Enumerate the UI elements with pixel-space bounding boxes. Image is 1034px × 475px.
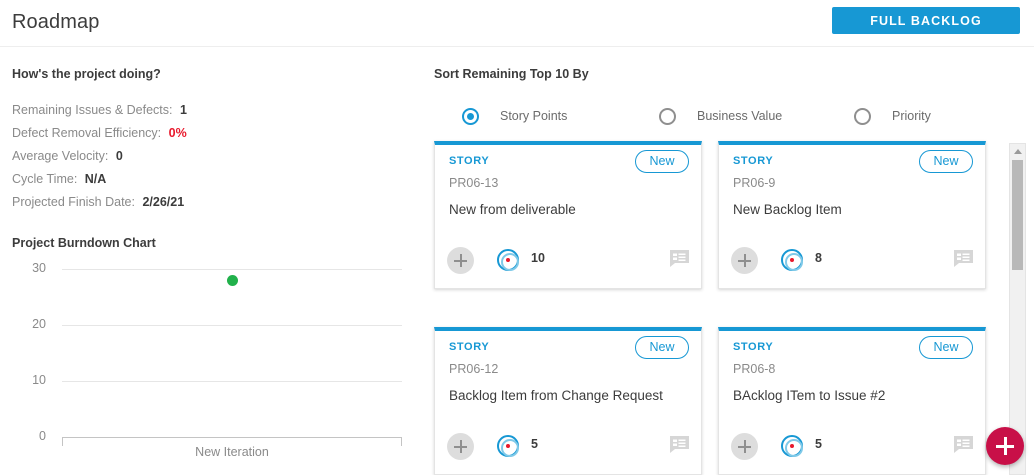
- chart-y-tick-label: 0: [39, 429, 46, 443]
- card-title: New from deliverable: [449, 202, 576, 217]
- metric-label: Projected Finish Date:: [12, 195, 135, 209]
- chart-x-tick: [62, 437, 63, 446]
- scrollbar-thumb[interactable]: [1012, 160, 1023, 270]
- story-card[interactable]: STORY New PR06-12 Backlog Item from Chan…: [434, 327, 702, 475]
- sort-option-business-value[interactable]: Business Value: [659, 99, 782, 133]
- sort-option-priority[interactable]: Priority: [854, 99, 931, 133]
- card-id-label: PR06-12: [449, 362, 499, 376]
- project-health-heading: How's the project doing?: [12, 67, 161, 81]
- chart-data-point[interactable]: [226, 274, 238, 286]
- chart-x-axis-label: New Iteration: [195, 445, 269, 459]
- metric-value: 2/26/21: [142, 195, 185, 209]
- card-title: New Backlog Item: [733, 202, 842, 217]
- chart-plot-area: 30 20 10 0: [32, 261, 402, 443]
- metric-label: Remaining Issues & Defects:: [12, 103, 173, 117]
- project-burndown-chart: 30 20 10 0 New Iteration: [12, 259, 408, 475]
- vertical-scrollbar[interactable]: [1009, 143, 1026, 475]
- metric-value: 0%: [168, 126, 187, 140]
- metric-row: Remaining Issues & Defects: 1: [12, 99, 412, 122]
- status-badge[interactable]: New: [919, 336, 973, 359]
- sort-option-label: Business Value: [697, 109, 783, 123]
- sort-radio-group: Story Points Business Value Priority: [434, 99, 1024, 133]
- status-badge[interactable]: New: [919, 150, 973, 173]
- card-footer: 10: [435, 242, 701, 288]
- metric-value: 0: [115, 149, 123, 163]
- metric-row: Cycle Time: N/A: [12, 168, 412, 191]
- story-points-value: 10: [531, 251, 545, 265]
- target-icon: [497, 249, 519, 271]
- target-icon: [781, 435, 803, 457]
- notes-icon[interactable]: [670, 436, 689, 453]
- metric-label: Defect Removal Efficiency:: [12, 126, 162, 140]
- metric-row: Defect Removal Efficiency: 0%: [12, 122, 412, 145]
- card-id-label: PR06-9: [733, 176, 776, 190]
- card-footer: 5: [435, 428, 701, 474]
- card-title: Backlog Item from Change Request: [449, 388, 663, 403]
- story-card-grid: STORY New PR06-13 New from deliverable 1…: [434, 141, 994, 475]
- radio-selected-icon[interactable]: [462, 107, 479, 125]
- chart-x-axis: [62, 437, 402, 438]
- card-footer: 8: [719, 242, 985, 288]
- add-icon[interactable]: [731, 247, 758, 274]
- sort-option-label: Story Points: [500, 109, 568, 123]
- sort-option-story-points[interactable]: Story Points: [462, 99, 567, 133]
- radio-unselected-icon[interactable]: [854, 107, 871, 125]
- full-backlog-button[interactable]: FULL BACKLOG: [832, 7, 1020, 34]
- metric-label: Average Velocity:: [12, 149, 109, 163]
- target-icon: [497, 435, 519, 457]
- card-title: BAcklog ITem to Issue #2: [733, 388, 886, 403]
- chevron-up-icon[interactable]: [1014, 149, 1022, 154]
- chart-y-tick-label: 20: [32, 317, 46, 331]
- card-type-label: STORY: [449, 155, 490, 167]
- metric-label: Cycle Time:: [12, 172, 78, 186]
- notes-icon[interactable]: [954, 436, 973, 453]
- burndown-chart-heading: Project Burndown Chart: [12, 236, 156, 250]
- card-type-label: STORY: [733, 341, 774, 353]
- notes-icon[interactable]: [670, 250, 689, 267]
- project-metrics-list: Remaining Issues & Defects: 1 Defect Rem…: [12, 99, 412, 214]
- chart-gridline: [62, 325, 402, 326]
- page-title: Roadmap: [12, 11, 100, 33]
- chart-y-tick-label: 30: [32, 261, 46, 275]
- card-type-label: STORY: [449, 341, 490, 353]
- status-badge[interactable]: New: [635, 150, 689, 173]
- card-type-label: STORY: [733, 155, 774, 167]
- story-card[interactable]: STORY New PR06-13 New from deliverable 1…: [434, 141, 702, 289]
- add-icon[interactable]: [447, 433, 474, 460]
- add-icon[interactable]: [447, 247, 474, 274]
- status-badge[interactable]: New: [635, 336, 689, 359]
- metric-row: Average Velocity: 0: [12, 145, 412, 168]
- notes-icon[interactable]: [954, 250, 973, 267]
- page-header: Roadmap FULL BACKLOG: [0, 0, 1034, 47]
- metric-row: Projected Finish Date: 2/26/21: [12, 191, 412, 214]
- card-id-label: PR06-8: [733, 362, 776, 376]
- story-points-value: 5: [815, 437, 822, 451]
- card-id-label: PR06-13: [449, 176, 499, 190]
- story-points-value: 8: [815, 251, 822, 265]
- metric-value: 1: [179, 103, 187, 117]
- story-card[interactable]: STORY New PR06-9 New Backlog Item 8: [718, 141, 986, 289]
- backlog-panel: Sort Remaining Top 10 By Story Points Bu…: [425, 47, 1034, 475]
- add-icon[interactable]: [731, 433, 758, 460]
- sort-heading: Sort Remaining Top 10 By: [434, 67, 589, 81]
- add-item-fab[interactable]: [986, 427, 1024, 465]
- project-health-panel: How's the project doing? Remaining Issue…: [0, 47, 420, 475]
- sort-option-label: Priority: [892, 109, 931, 123]
- card-footer: 5: [719, 428, 985, 474]
- chart-gridline: [62, 381, 402, 382]
- target-icon: [781, 249, 803, 271]
- story-points-value: 5: [531, 437, 538, 451]
- radio-unselected-icon[interactable]: [659, 107, 676, 125]
- chart-y-tick-label: 10: [32, 373, 46, 387]
- chart-gridline: [62, 269, 402, 270]
- chart-x-tick: [401, 437, 402, 446]
- story-card[interactable]: STORY New PR06-8 BAcklog ITem to Issue #…: [718, 327, 986, 475]
- metric-value: N/A: [84, 172, 107, 186]
